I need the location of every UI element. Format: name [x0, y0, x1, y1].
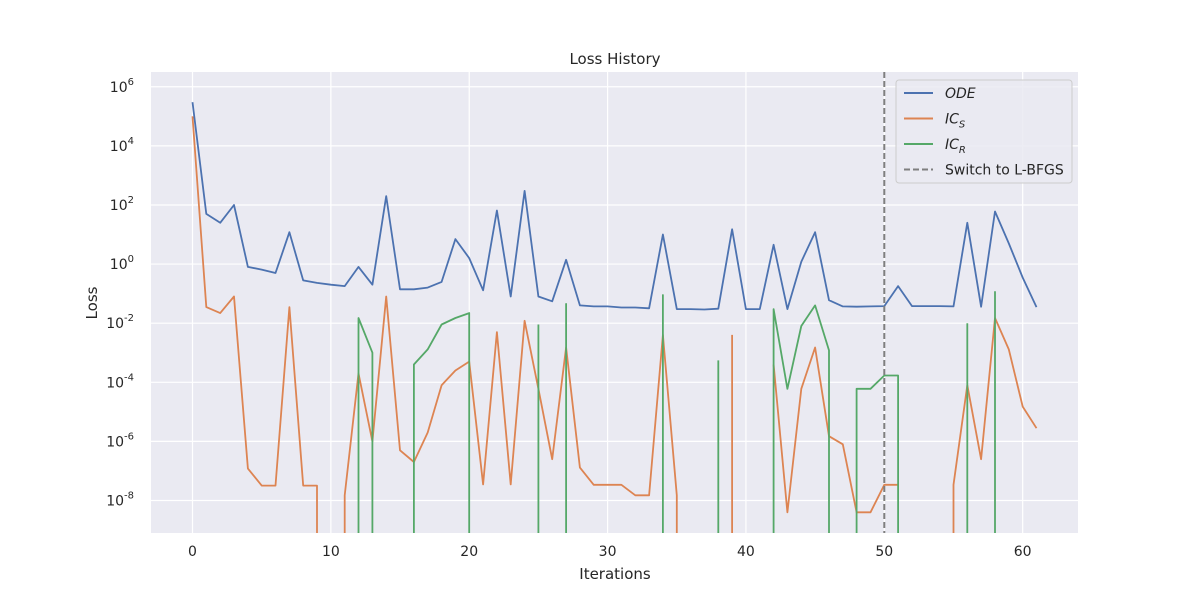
y-tick-label: 10-6: [106, 431, 134, 450]
legend-label: ODE: [945, 86, 976, 102]
x-axis-label: Iterations: [579, 565, 651, 583]
legend-box: [895, 79, 1073, 184]
y-tick-base: 10: [106, 434, 124, 450]
grid-lines: [151, 72, 1078, 533]
y-tick-label: 10-2: [106, 313, 134, 332]
legend-label-main: IC: [945, 137, 959, 153]
series-line-ic-r: [357, 291, 996, 533]
y-tick-exponent: -2: [124, 313, 134, 324]
y-tick-base: 10: [110, 257, 128, 273]
legend-label-sub: S: [959, 120, 966, 131]
chart-title: Loss History: [569, 50, 660, 68]
y-tick-exponent: -6: [124, 431, 134, 442]
legend-label: Switch to L-BFGS: [945, 163, 1064, 179]
x-axis-ticks: 0 10 20 30 40 50 60: [188, 544, 1032, 560]
x-tick-label: 20: [460, 544, 478, 560]
y-tick-exponent: -8: [124, 490, 134, 501]
y-tick-exponent: -4: [124, 372, 134, 383]
legend-label: ICR: [945, 137, 966, 156]
plot-content: [191, 72, 1038, 533]
y-tick-base: 10: [110, 139, 128, 155]
x-tick-label: 30: [599, 544, 617, 560]
series-line-ic-s: [191, 116, 1038, 533]
y-tick-base: 10: [110, 80, 128, 96]
legend-label: ICS: [945, 112, 966, 131]
y-tick-base: 10: [106, 493, 124, 509]
y-tick-exponent: 6: [128, 77, 134, 88]
y-tick-exponent: 0: [128, 254, 134, 265]
y-tick-exponent: 2: [128, 195, 134, 206]
y-tick-label: 10-8: [106, 490, 134, 509]
series-line-ode: [191, 102, 1038, 311]
y-tick-label: 106: [110, 77, 134, 96]
x-tick-label: 10: [322, 544, 340, 560]
y-tick-base: 10: [106, 316, 124, 332]
y-tick-label: 104: [110, 136, 134, 155]
legend-label-main: ODE: [945, 86, 976, 102]
y-axis-label: Loss: [83, 286, 101, 319]
series-group: [191, 102, 1038, 533]
y-tick-label: 102: [110, 195, 134, 214]
y-tick-exponent: 4: [128, 136, 134, 147]
x-tick-label: 40: [737, 544, 755, 560]
y-tick-label: 10-4: [106, 372, 134, 391]
y-tick-label: 100: [110, 254, 134, 273]
x-tick-label: 50: [875, 544, 893, 560]
y-tick-base: 10: [110, 198, 128, 214]
legend-label-sub: R: [959, 145, 966, 156]
y-tick-base: 10: [106, 375, 124, 391]
legend-label-main: IC: [945, 112, 959, 128]
x-tick-label: 60: [1014, 544, 1032, 560]
x-tick-label: 0: [188, 544, 197, 560]
